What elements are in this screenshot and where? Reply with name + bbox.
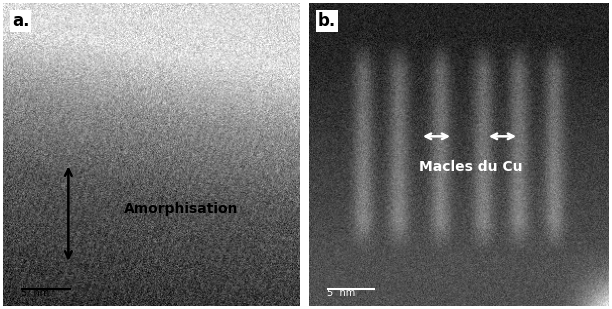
Text: 5  nm: 5 nm bbox=[21, 288, 49, 298]
Text: Macles du Cu: Macles du Cu bbox=[419, 160, 523, 174]
Text: Amorphisation: Amorphisation bbox=[124, 202, 239, 216]
Text: b.: b. bbox=[318, 12, 337, 30]
Text: a.: a. bbox=[12, 12, 29, 30]
Text: 5  nm: 5 nm bbox=[327, 288, 356, 298]
